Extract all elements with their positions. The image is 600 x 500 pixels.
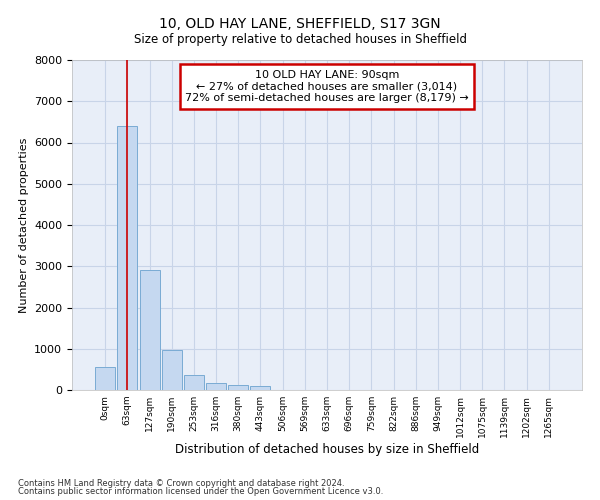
Bar xyxy=(250,386,271,390)
Text: Contains public sector information licensed under the Open Government Licence v3: Contains public sector information licen… xyxy=(18,488,383,496)
Bar xyxy=(228,386,248,390)
Bar xyxy=(206,383,226,390)
Text: Contains HM Land Registry data © Crown copyright and database right 2024.: Contains HM Land Registry data © Crown c… xyxy=(18,478,344,488)
Bar xyxy=(184,374,204,390)
Text: Size of property relative to detached houses in Sheffield: Size of property relative to detached ho… xyxy=(133,32,467,46)
Text: 10, OLD HAY LANE, SHEFFIELD, S17 3GN: 10, OLD HAY LANE, SHEFFIELD, S17 3GN xyxy=(159,18,441,32)
Bar xyxy=(140,270,160,390)
Bar xyxy=(95,367,115,390)
Text: 10 OLD HAY LANE: 90sqm
← 27% of detached houses are smaller (3,014)
72% of semi-: 10 OLD HAY LANE: 90sqm ← 27% of detached… xyxy=(185,70,469,103)
Bar xyxy=(118,126,137,390)
Y-axis label: Number of detached properties: Number of detached properties xyxy=(19,138,29,312)
X-axis label: Distribution of detached houses by size in Sheffield: Distribution of detached houses by size … xyxy=(175,442,479,456)
Bar xyxy=(162,350,182,390)
